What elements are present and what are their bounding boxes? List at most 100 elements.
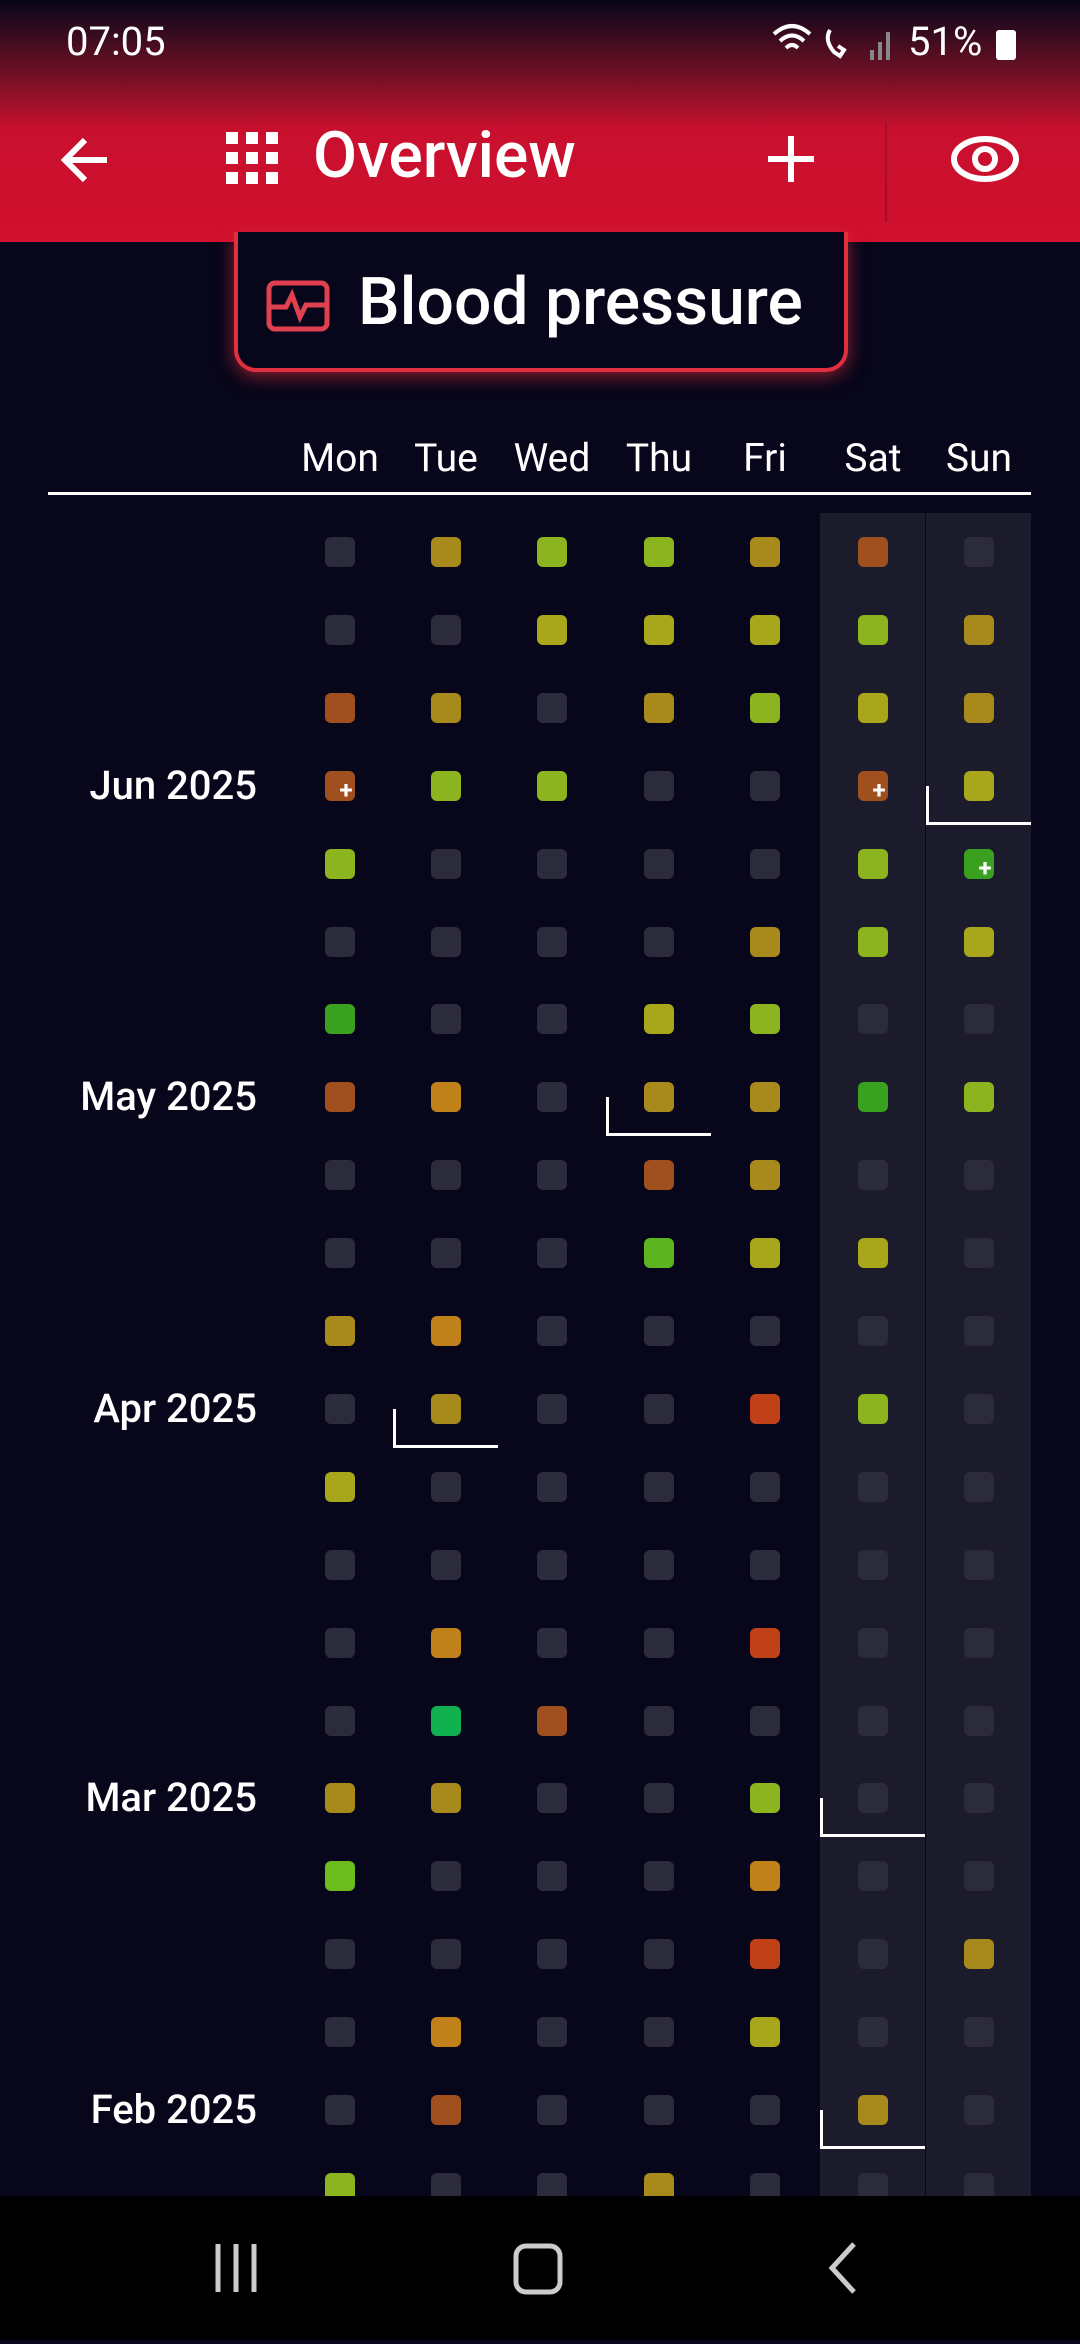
month-start-marker [926,785,1031,825]
day-header: Thu [625,435,693,481]
status-icons [772,24,890,60]
day-cell [750,537,780,567]
day-cell [325,1627,355,1658]
day-cell [537,1316,567,1346]
day-cell [644,1238,674,1269]
day-cell [644,1861,674,1892]
day-cell [537,2172,567,2196]
day-cell [644,1705,674,1736]
day-cell [858,848,888,879]
tab[interactable] [234,232,848,372]
tab-label: Blood pressure [358,264,803,341]
day-cell [964,1004,994,1035]
day-cell [858,1393,888,1424]
month-start-marker [393,1408,498,1448]
day-cell [325,1939,355,1970]
day-cell [964,1939,994,1970]
day-cell [431,1316,461,1346]
month-start-marker [820,1798,925,1838]
grid-icon[interactable] [226,132,278,184]
day-cell [644,1004,674,1035]
day-cell [858,1160,888,1191]
add-button[interactable] [766,134,816,184]
day-cell [325,614,355,645]
day-cell [431,1939,461,1970]
day-cell [325,1004,355,1035]
view-button[interactable] [950,134,1020,184]
nav-icons [215,2242,856,2295]
day-cell [644,1627,674,1658]
status-battery: 51% [908,18,983,65]
day-cell [537,1082,567,1113]
day-cell [325,1082,355,1113]
day-cell [431,926,461,957]
day-cell [325,1861,355,1892]
day-cell [644,537,674,567]
day-cell [858,1004,888,1035]
day-cell [431,1705,461,1736]
day-cell [325,2095,355,2125]
divider [885,122,887,222]
day-header: Tue [414,435,478,481]
day-cell [750,1160,780,1191]
day-cell [537,1705,567,1736]
day-cell [537,537,567,567]
back-button[interactable] [55,130,115,190]
day-cell [644,1783,674,1814]
calendar-grid: Jun 2025 + + + May 2025 Apr 2025 Mar 2025 Feb 2… [0,496,1080,2196]
day-cell [750,614,780,645]
day-cell [964,2172,994,2196]
day-header: Sat [844,435,902,481]
day-cell [644,614,674,645]
day-cell [858,1549,888,1580]
day-cell [537,1783,567,1814]
day-cell [325,1549,355,1580]
day-cell [964,1783,994,1814]
month-label: Feb 2025 [90,2086,257,2133]
day-cell [858,1939,888,1970]
day-cell [964,1861,994,1892]
day-header: Sun [945,435,1013,481]
day-cell [431,1393,461,1424]
day-cell [964,1627,994,1658]
cell-mark: + [872,775,886,804]
day-cell [858,2017,888,2048]
day-cell [644,692,674,723]
cell-mark: + [978,853,992,882]
day-cell [750,2017,780,2048]
day-cell [750,926,780,957]
day-cell [750,692,780,723]
day-cell [325,2172,355,2196]
day-cell [431,2095,461,2125]
month-label: Apr 2025 [93,1384,257,1432]
day-cell [858,1861,888,1892]
day-cell [431,1160,461,1191]
bp-icon [266,280,330,332]
month-label: Mar 2025 [85,1774,257,1822]
status-time: 07:05 [66,18,166,65]
day-cell [325,692,355,723]
day-cell [644,1082,674,1113]
day-cell [537,1939,567,1970]
day-cell [750,2095,780,2125]
day-cell [431,537,461,567]
day-cell [750,1238,780,1269]
battery-icon [996,30,1016,60]
day-cell [431,1238,461,1269]
day-cell [644,1471,674,1502]
day-cell [750,1939,780,1970]
day-cell [964,537,994,567]
month-start-marker [820,2110,925,2149]
day-cell [858,537,888,567]
day-cell [858,1316,888,1346]
day-cell [644,2172,674,2196]
day-cell [537,770,567,801]
day-cell [964,1316,994,1346]
day-cell [964,1082,994,1113]
day-cell [537,926,567,957]
day-cell [644,1393,674,1424]
day-cell [964,1549,994,1580]
day-cell [644,926,674,957]
day-cell [644,770,674,801]
day-cell [431,1549,461,1580]
